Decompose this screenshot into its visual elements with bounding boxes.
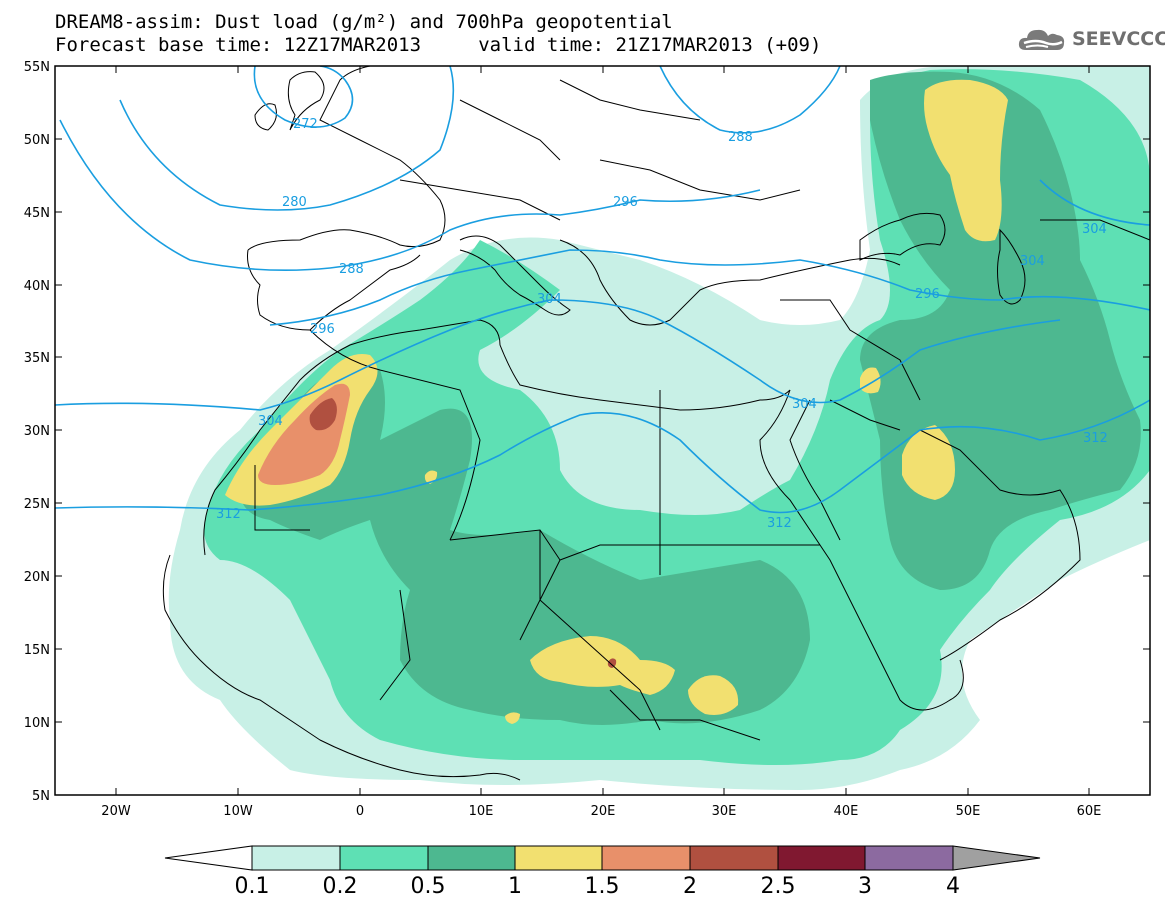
legend-swatch	[864, 845, 954, 871]
lon-label: 30E	[712, 804, 737, 819]
legend-swatch	[251, 845, 341, 871]
lat-label: 55N	[24, 60, 50, 75]
lat-label: 50N	[24, 133, 50, 148]
legend-swatch	[689, 845, 779, 871]
contour-label: 304	[258, 414, 283, 429]
contour-labels: 272 288 280 296 288 296 304 304 304 296 …	[216, 117, 1108, 531]
contour-label: 296	[915, 287, 940, 302]
lon-label: 50E	[956, 804, 981, 819]
lat-label: 10N	[24, 716, 50, 731]
legend-swatch	[427, 845, 516, 871]
legend-tick-label: 1.5	[585, 874, 620, 899]
country-borders	[162, 66, 1150, 781]
contour-label: 272	[293, 117, 318, 132]
legend-swatch	[339, 845, 429, 871]
lat-label: 5N	[32, 789, 50, 804]
legend-tick-label: 2.5	[761, 874, 796, 899]
dust-level-2	[309, 398, 337, 431]
latitude-axis: 55N 50N 45N 40N 35N 30N 25N 20N 15N 10N …	[24, 60, 1150, 804]
longitude-axis: 20W 10W 0 10E 20E 30E 40E 50E 60E	[101, 66, 1101, 819]
contour-label: 304	[1082, 222, 1107, 237]
contour-label: 304	[792, 397, 817, 412]
contour-label: 312	[767, 516, 792, 531]
legend-over-arrow	[952, 845, 1041, 871]
contour-label: 288	[339, 262, 364, 277]
lon-label: 60E	[1077, 804, 1102, 819]
lon-label: 10E	[469, 804, 494, 819]
lat-label: 15N	[24, 643, 50, 658]
contour-label: 296	[310, 322, 335, 337]
dust-level-1-kuwait	[902, 425, 955, 500]
legend-under-arrow	[164, 845, 253, 871]
logo-text: SEEVCCC	[1072, 28, 1165, 50]
dust-level-0.5	[240, 368, 810, 725]
legend-swatch	[777, 845, 866, 871]
legend-tick-label: 3	[858, 874, 872, 899]
lat-label: 45N	[24, 206, 50, 221]
legend-tick-label: 0.2	[323, 874, 358, 899]
lat-label: 20N	[24, 570, 50, 585]
dust-level-1-chad	[530, 636, 675, 695]
dust-level-2-chad	[607, 658, 617, 668]
lon-label: 20E	[591, 804, 616, 819]
lon-label: 40E	[834, 804, 859, 819]
legend-tick-label: 0.1	[235, 874, 270, 899]
lat-label: 30N	[24, 424, 50, 439]
contour-label: 296	[613, 195, 638, 210]
lat-label: 25N	[24, 497, 50, 512]
lat-label: 35N	[24, 351, 50, 366]
legend-swatch	[601, 845, 691, 871]
contour-label: 304	[1020, 254, 1045, 269]
contour-label: 280	[282, 195, 307, 210]
map-title: DREAM8-assim: Dust load (g/m²) and 700hP…	[55, 11, 673, 33]
contour-label: 288	[728, 130, 753, 145]
color-legend: 0.1 0.2 0.5 1 1.5 2 2.5 3 4	[164, 845, 1041, 899]
contour-label: 312	[216, 507, 241, 522]
lon-label: 0	[356, 804, 364, 819]
dust-level-1-sudan	[688, 675, 739, 715]
legend-tick-label: 0.5	[411, 874, 446, 899]
contour-label: 304	[537, 292, 562, 307]
lon-label: 10W	[223, 804, 253, 819]
legend-tick-label: 2	[683, 874, 697, 899]
geopotential-contours	[55, 66, 1150, 514]
legend-swatch	[514, 845, 603, 871]
cloud-icon	[1018, 29, 1065, 50]
legend-tick-label: 4	[946, 874, 960, 899]
legend-tick-label: 1	[508, 874, 522, 899]
contour-label: 312	[1083, 431, 1108, 446]
dust-level-1-caspian	[924, 79, 1008, 242]
forecast-time-subtitle: Forecast base time: 12Z17MAR2013 valid t…	[55, 34, 822, 56]
lon-label: 20W	[101, 804, 131, 819]
seevccc-logo: SEEVCCC	[1016, 24, 1165, 54]
dust-level-1-nigeria	[505, 712, 520, 724]
lat-label: 40N	[24, 279, 50, 294]
